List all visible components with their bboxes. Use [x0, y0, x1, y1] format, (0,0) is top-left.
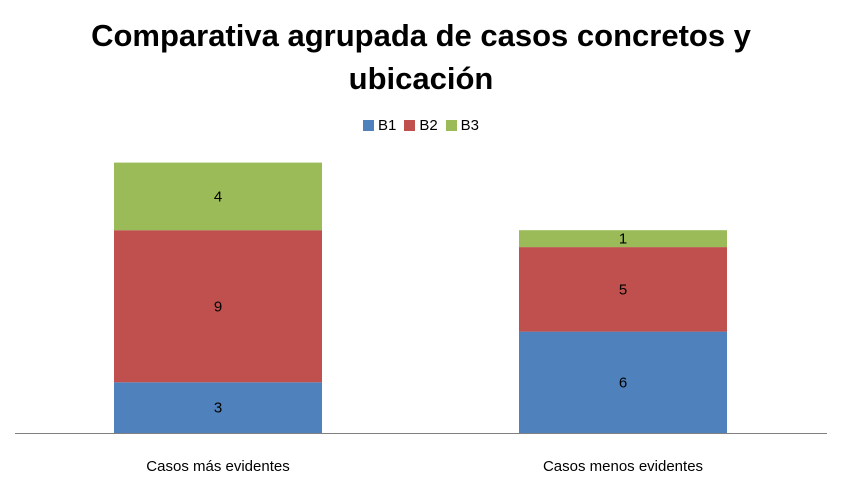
- legend-item-b2: B2: [404, 117, 438, 134]
- data-label-b1-cat2: 6: [619, 374, 627, 391]
- legend-item-b1: B1: [362, 117, 397, 134]
- legend-label-b1: B1: [377, 117, 397, 134]
- data-label-b2-cat2: 5: [619, 281, 627, 298]
- chart-title: Comparativa agrupada de casos concretos …: [91, 18, 751, 96]
- data-label-b2-cat1: 9: [214, 298, 222, 315]
- legend-item-b3: B3: [445, 117, 480, 134]
- legend-label-b2: B2: [419, 117, 438, 134]
- data-label-b3-cat1: 4: [214, 188, 222, 205]
- bar-segment-b2-cat1: [114, 230, 322, 383]
- data-label-b1-cat1: 3: [214, 400, 222, 417]
- legend-swatch-b3: [445, 120, 457, 131]
- legend-swatch-b2: [404, 120, 416, 131]
- data-label-b3-cat2: 1: [619, 231, 627, 248]
- bar-segment-b2-cat2: [519, 247, 727, 332]
- legend-swatch-b1: [362, 120, 374, 131]
- bar-segment-b3-cat2: [519, 230, 727, 248]
- x-tick-label-2: Casos menos evidentes: [543, 458, 703, 475]
- bar-segment-b1-cat1: [114, 382, 322, 433]
- legend-label-b3: B3: [460, 117, 480, 134]
- bar-segment-b1-cat2: [519, 331, 727, 433]
- chart-legend: B1 B2 B3: [0, 117, 842, 134]
- x-tick-label-1: Casos más evidentes: [146, 458, 289, 475]
- bar-segment-b3-cat1: [114, 162, 322, 231]
